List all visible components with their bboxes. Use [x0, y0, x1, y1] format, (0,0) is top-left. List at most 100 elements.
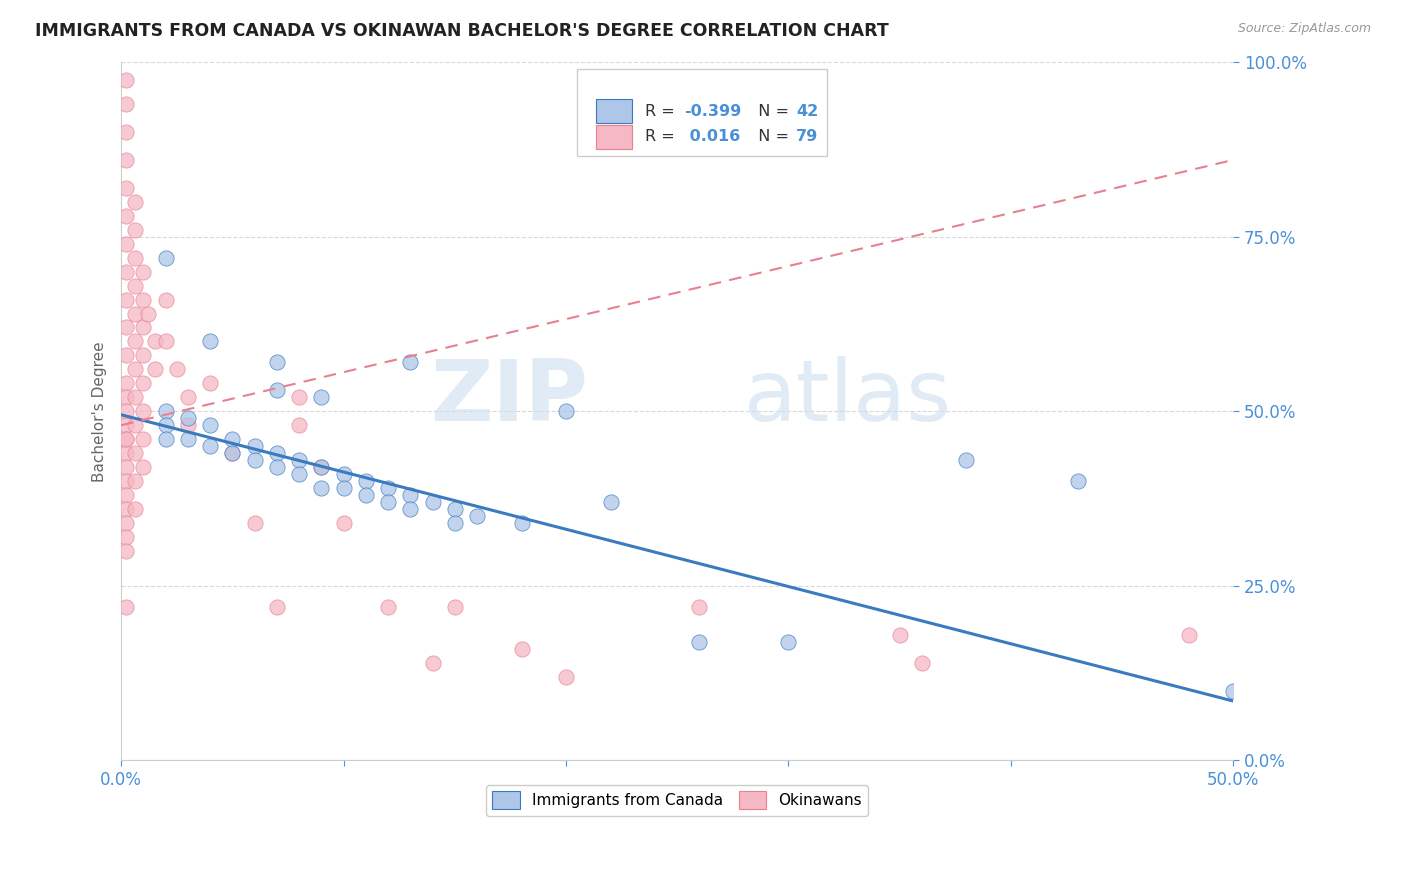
- Point: [510, 516, 533, 530]
- Point: [288, 418, 311, 433]
- Point: [155, 334, 177, 349]
- Point: [114, 390, 136, 404]
- Point: [288, 453, 311, 467]
- Point: [114, 97, 136, 112]
- Point: [311, 390, 333, 404]
- FancyBboxPatch shape: [576, 69, 827, 156]
- Point: [443, 516, 465, 530]
- Text: N =: N =: [748, 103, 794, 119]
- Point: [443, 502, 465, 516]
- Point: [422, 656, 444, 670]
- Point: [221, 432, 243, 446]
- Point: [124, 223, 146, 237]
- Point: [399, 502, 422, 516]
- Point: [889, 628, 911, 642]
- FancyBboxPatch shape: [596, 125, 631, 149]
- Point: [132, 460, 155, 475]
- Text: R =: R =: [645, 103, 681, 119]
- Point: [311, 460, 333, 475]
- Point: [332, 467, 354, 482]
- Point: [114, 320, 136, 334]
- Text: IMMIGRANTS FROM CANADA VS OKINAWAN BACHELOR'S DEGREE CORRELATION CHART: IMMIGRANTS FROM CANADA VS OKINAWAN BACHE…: [35, 22, 889, 40]
- Point: [311, 481, 333, 495]
- Y-axis label: Bachelor's Degree: Bachelor's Degree: [93, 341, 107, 482]
- Text: 79: 79: [796, 129, 818, 145]
- Point: [114, 125, 136, 139]
- Point: [778, 634, 800, 648]
- Point: [114, 488, 136, 502]
- Point: [124, 474, 146, 488]
- Point: [114, 181, 136, 195]
- Point: [288, 467, 311, 482]
- Text: R =: R =: [645, 129, 681, 145]
- Point: [377, 481, 399, 495]
- Point: [221, 446, 243, 460]
- Point: [124, 446, 146, 460]
- Point: [510, 641, 533, 656]
- Point: [266, 460, 288, 475]
- Point: [1066, 474, 1088, 488]
- Point: [422, 495, 444, 509]
- Point: [114, 530, 136, 544]
- Text: atlas: atlas: [744, 356, 952, 439]
- Point: [114, 474, 136, 488]
- Point: [311, 460, 333, 475]
- Point: [114, 502, 136, 516]
- Point: [221, 446, 243, 460]
- Point: [198, 418, 221, 433]
- Point: [143, 362, 166, 376]
- Point: [266, 599, 288, 614]
- Point: [599, 495, 621, 509]
- Point: [143, 334, 166, 349]
- Text: ZIP: ZIP: [430, 356, 588, 439]
- Point: [114, 153, 136, 167]
- Point: [177, 411, 200, 425]
- Point: [688, 634, 710, 648]
- Point: [114, 432, 136, 446]
- Point: [155, 418, 177, 433]
- Point: [288, 390, 311, 404]
- Point: [132, 404, 155, 418]
- Point: [266, 355, 288, 369]
- Point: [124, 502, 146, 516]
- Point: [1222, 683, 1244, 698]
- Point: [177, 432, 200, 446]
- Point: [114, 432, 136, 446]
- Point: [354, 488, 377, 502]
- Point: [377, 599, 399, 614]
- Point: [688, 599, 710, 614]
- Point: [555, 670, 578, 684]
- Point: [266, 384, 288, 398]
- Point: [132, 376, 155, 391]
- Text: 0.016: 0.016: [683, 129, 740, 145]
- Point: [198, 376, 221, 391]
- Point: [332, 481, 354, 495]
- Point: [555, 404, 578, 418]
- Text: Source: ZipAtlas.com: Source: ZipAtlas.com: [1237, 22, 1371, 36]
- Point: [114, 446, 136, 460]
- FancyBboxPatch shape: [596, 99, 631, 123]
- Point: [114, 236, 136, 251]
- Point: [114, 516, 136, 530]
- Legend: Immigrants from Canada, Okinawans: Immigrants from Canada, Okinawans: [486, 785, 868, 815]
- Point: [114, 348, 136, 362]
- Point: [114, 376, 136, 391]
- Point: [155, 432, 177, 446]
- Point: [124, 362, 146, 376]
- Point: [114, 72, 136, 87]
- Point: [114, 209, 136, 223]
- Text: N =: N =: [748, 129, 794, 145]
- Point: [114, 460, 136, 475]
- Point: [911, 656, 934, 670]
- Point: [124, 418, 146, 433]
- Point: [243, 516, 266, 530]
- Text: 42: 42: [796, 103, 818, 119]
- Point: [132, 293, 155, 307]
- Point: [377, 495, 399, 509]
- Point: [132, 264, 155, 278]
- Point: [114, 544, 136, 558]
- Point: [332, 516, 354, 530]
- Point: [114, 599, 136, 614]
- Point: [155, 293, 177, 307]
- Point: [124, 194, 146, 209]
